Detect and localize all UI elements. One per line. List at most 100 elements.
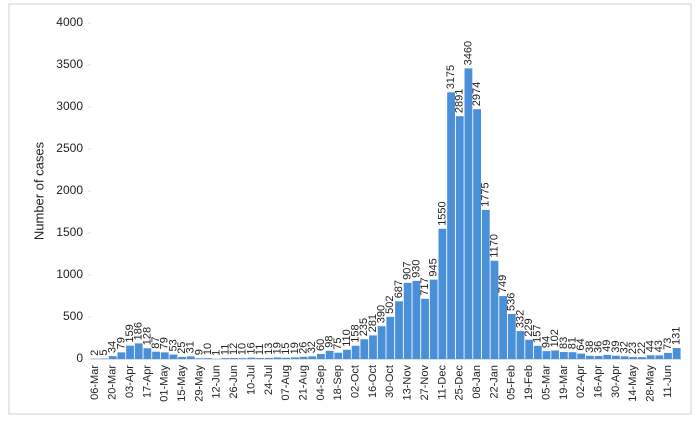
bar [143,348,151,359]
x-tick-label: 30-Apr [610,365,622,398]
data-label: 717 [419,277,431,295]
y-tick-label: 0 [76,351,83,365]
bar [456,116,464,359]
x-tick-label: 10-Jul [245,365,257,395]
data-label: 687 [393,280,405,298]
x-tick-label: 26-Jun [228,365,240,399]
bar [482,210,490,359]
data-label: 2891 [454,89,466,113]
bar [109,356,117,359]
bar [308,356,316,359]
x-tick-label: 07-Aug [280,365,292,400]
x-tick-label: 11-Dec [436,365,448,400]
x-tick-label: 28-May [645,365,657,402]
bar [126,346,134,359]
x-tick-label: 08-Jan [471,365,483,399]
data-label: 1775 [480,182,492,206]
data-label: 1170 [488,234,500,258]
x-tick-label: 01-May [159,365,171,402]
x-tick-label: 05-Feb [506,365,518,400]
bar [282,358,290,359]
y-tick-label: 500 [63,309,83,323]
x-tick-label: 19-Mar [558,365,570,400]
bar [673,348,681,359]
bar [465,68,473,359]
data-label: 3175 [445,65,457,89]
bar [239,358,247,359]
x-tick-label: 04-Sep [315,365,327,400]
x-tick-label: 02-Apr [575,365,587,398]
bar [265,358,273,359]
bar [655,355,663,359]
x-tick-label: 05-Mar [540,365,552,400]
x-tick-label: 06-Mar [89,365,101,400]
bar [551,350,559,359]
bar [543,351,551,359]
x-tick-label: 16-Apr [592,365,604,398]
x-tick-label: 20-Mar [107,365,119,400]
bar [430,280,438,359]
bar [612,356,620,359]
x-tick-label: 13-Nov [402,365,414,401]
x-tick-label: 14-May [627,365,639,402]
data-label: 131 [671,327,683,345]
bar [438,229,446,359]
y-tick-label: 3500 [56,57,83,71]
data-label: 536 [506,293,518,311]
data-label: 945 [428,258,440,276]
bar [204,358,212,359]
bar [404,283,412,359]
bar [230,358,238,359]
bar [334,353,342,359]
y-tick-label: 4000 [56,15,83,29]
bar [187,356,195,359]
bar [595,356,603,359]
bar [170,355,178,359]
bar [378,326,386,359]
bar [577,354,585,359]
x-tick-label: 27-Nov [419,365,431,401]
bar [638,357,646,359]
x-tick-label: 19-Feb [523,365,535,400]
bar [586,356,594,359]
bar [421,299,429,359]
bar [291,357,299,359]
x-tick-label: 24-Jul [263,365,275,395]
y-tick-label: 1000 [56,267,83,281]
x-tick-label: 18-Sep [332,365,344,400]
bar [386,317,394,359]
bar [256,358,264,359]
bar [152,352,160,359]
y-tick-label: 3000 [56,99,83,113]
bar [196,358,204,359]
bar [629,357,637,359]
bar [560,352,568,359]
data-label: 1550 [436,201,448,225]
bar [395,301,403,359]
y-tick-label: 2000 [56,183,83,197]
x-tick-label: 30-Oct [384,365,396,398]
bar [343,350,351,359]
bar [473,109,481,359]
bar [447,92,455,359]
bar [248,358,256,359]
x-tick-label: 22-Jan [488,365,500,399]
bar [664,353,672,359]
bar [317,354,325,359]
bar [569,352,577,359]
data-label: 3460 [462,41,474,65]
data-label: 749 [497,275,509,293]
y-tick-label: 1500 [56,225,83,239]
x-tick-label: 11-Jun [662,365,674,398]
bar [161,352,169,359]
x-tick-label: 25-Dec [454,365,466,401]
x-tick-label: 02-Oct [350,365,362,398]
bar [621,356,629,359]
data-label: 930 [410,260,422,278]
bar [369,335,377,359]
x-tick-label: 16-Oct [367,365,379,398]
x-tick-label: 15-May [176,365,188,402]
bar [178,357,186,359]
bar [117,352,125,359]
